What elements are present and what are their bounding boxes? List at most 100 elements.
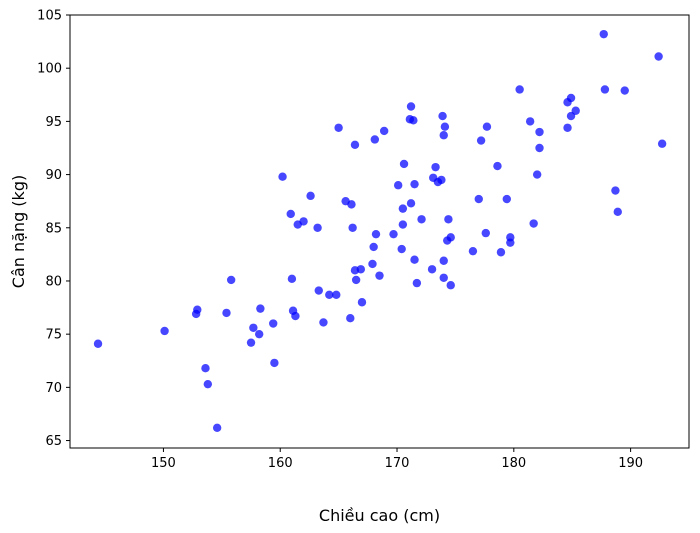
data-point [357, 298, 367, 307]
data-point [657, 139, 667, 148]
data-point [212, 423, 222, 432]
data-point [286, 209, 295, 219]
data-point [439, 256, 448, 265]
data-point [256, 304, 265, 313]
points-layer [93, 29, 667, 432]
data-point [346, 314, 355, 323]
y-tick-label: 90 [45, 168, 62, 183]
data-point [409, 116, 418, 125]
data-point [246, 338, 256, 347]
plot-frame [69, 14, 690, 449]
data-point [620, 86, 629, 95]
data-point [203, 379, 213, 389]
data-point [446, 233, 455, 242]
data-point [439, 273, 448, 282]
data-point [654, 52, 663, 61]
data-point [368, 259, 377, 269]
x-tick-label: 190 [618, 456, 643, 471]
data-point [444, 215, 453, 224]
data-point [412, 278, 422, 288]
data-point [446, 281, 455, 290]
data-point [347, 200, 356, 209]
x-axis-ticks: 150 160 170 180 190 [151, 448, 643, 471]
data-point [535, 143, 544, 153]
data-point [314, 286, 323, 295]
data-point [529, 219, 538, 228]
data-point [431, 162, 440, 172]
y-tick-label: 105 [37, 9, 62, 24]
x-axis-label: Chiều cao (cm) [319, 506, 440, 525]
data-point [482, 122, 492, 131]
data-point [398, 220, 408, 229]
data-point [437, 175, 446, 185]
data-point [613, 207, 622, 217]
data-point [348, 223, 357, 232]
data-point [438, 111, 447, 121]
data-point [375, 271, 384, 280]
x-tick-label: 160 [268, 456, 293, 471]
data-point [379, 126, 389, 136]
data-point [535, 127, 544, 137]
data-point [351, 275, 361, 285]
data-point [474, 194, 483, 204]
x-tick-label: 180 [501, 456, 526, 471]
data-point [439, 131, 448, 140]
data-point [319, 318, 328, 327]
data-point [269, 319, 278, 328]
data-point [334, 123, 343, 132]
data-point [270, 358, 279, 368]
x-tick-label: 170 [385, 456, 410, 471]
data-point [389, 229, 398, 239]
data-point [502, 194, 511, 204]
data-point [440, 122, 450, 131]
data-point [496, 248, 506, 257]
data-point [287, 274, 297, 284]
data-point [160, 326, 169, 336]
data-point [398, 204, 408, 213]
data-point [397, 244, 406, 254]
data-point [611, 186, 620, 195]
data-point [222, 308, 231, 318]
data-point [278, 172, 287, 181]
data-point [399, 159, 409, 169]
data-point [468, 246, 478, 256]
data-point [313, 223, 322, 232]
data-point [600, 85, 610, 94]
data-point [410, 255, 419, 264]
y-tick-label: 80 [45, 274, 62, 289]
data-point [417, 215, 426, 224]
data-point [291, 311, 300, 321]
data-point [410, 179, 419, 189]
data-point [566, 93, 576, 103]
y-tick-label: 100 [37, 62, 62, 77]
data-point [506, 238, 515, 247]
data-point [193, 305, 202, 314]
y-tick-label: 75 [45, 328, 62, 343]
data-point [299, 217, 308, 226]
data-point [571, 106, 580, 115]
x-tick-label: 150 [151, 456, 176, 471]
data-point [369, 242, 378, 252]
data-point [476, 136, 486, 145]
y-axis-label: Cân nặng (kg) [9, 175, 28, 288]
data-point [350, 140, 360, 149]
data-point [525, 117, 535, 126]
y-tick-label: 85 [45, 221, 62, 236]
data-point [563, 123, 572, 132]
data-point [406, 102, 416, 111]
data-point [370, 135, 380, 144]
data-point [393, 181, 403, 190]
data-point [306, 191, 315, 201]
data-point [515, 85, 524, 94]
data-point [532, 170, 542, 179]
data-point [249, 323, 258, 332]
data-point [332, 290, 341, 299]
data-point [226, 275, 236, 285]
y-axis-ticks: 65 70 75 80 85 90 95 100 105 [37, 9, 70, 449]
data-point [406, 199, 416, 208]
data-point [427, 265, 437, 274]
data-point [201, 364, 210, 373]
y-tick-label: 95 [45, 115, 62, 130]
data-point [255, 329, 264, 339]
data-point [371, 229, 381, 239]
